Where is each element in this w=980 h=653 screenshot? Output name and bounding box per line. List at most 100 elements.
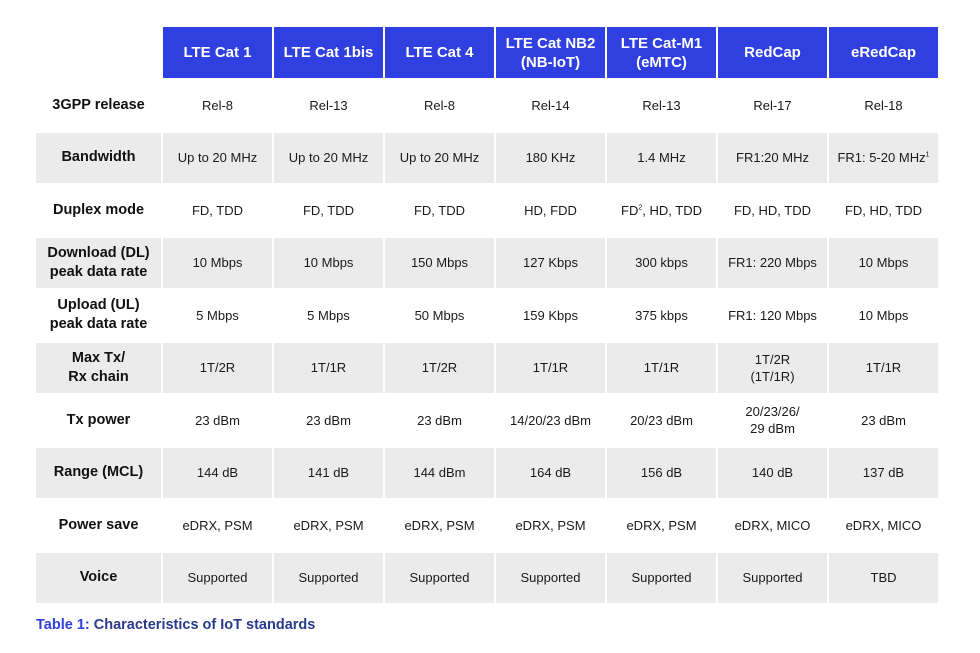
- column-header: LTE Cat 1bis: [274, 27, 383, 78]
- table-cell-value: Rel-13: [309, 97, 348, 113]
- table-cell: eDRX, PSM: [385, 500, 494, 551]
- table-row: Bandwidth Up to 20 MHz Up to 20 MHz Up to 2…: [36, 132, 938, 183]
- column-header-line: LTE Cat 1bis: [283, 44, 374, 61]
- footnote-marker: 2: [638, 204, 643, 212]
- table-cell: FR1:20 MHz: [718, 132, 827, 183]
- table-caption-text: Characteristics of IoT standards: [89, 617, 316, 633]
- table-cell-value: 180 KHz: [525, 150, 576, 166]
- column-header: LTE Cat-M1 (eMTC): [607, 27, 716, 78]
- table-cell: 1T/2R: [163, 342, 272, 393]
- table-cell-value: Up to 20 MHz: [399, 150, 480, 166]
- table-row: Duplex mode FD, TDD FD, TDD FD, TDD HD, FDD F…: [36, 185, 938, 236]
- table-cell-value: FR1:20 MHz: [736, 150, 809, 166]
- table-cell: 150 Mbps: [385, 237, 494, 288]
- row-label-line: 3GPP release: [52, 96, 145, 113]
- table-cell-value: Rel-13: [642, 97, 681, 113]
- table-cell: Rel-17: [718, 80, 827, 131]
- table-cell: eDRX, PSM: [163, 500, 272, 551]
- table-cell-value: FD, TDD: [302, 202, 355, 218]
- table-cell-value: Rel-14: [531, 97, 570, 113]
- table-cell-value: Supported: [742, 570, 803, 586]
- table-header-row: LTE Cat 1 LTE Cat 1bis LTE Cat 4 LTE Cat…: [36, 27, 938, 78]
- table-cell-value: 300 kbps: [635, 255, 688, 271]
- column-header-line: (eMTC): [636, 53, 687, 71]
- table-cell: eDRX, PSM: [496, 500, 605, 551]
- table-cell-value: Rel-17: [753, 97, 792, 113]
- table-cell: HD, FDD: [496, 185, 605, 236]
- table-cell-value: 5 Mbps: [307, 307, 350, 323]
- table-cell-value: 150 Mbps: [410, 255, 469, 271]
- table-cell-value-suffix: , HD, TDD: [642, 202, 702, 218]
- iot-standards-table-container: LTE Cat 1 LTE Cat 1bis LTE Cat 4 LTE Cat…: [36, 25, 938, 605]
- table-cell: Supported: [496, 552, 605, 603]
- table-cell-value: Rel-18: [864, 97, 903, 113]
- table-cell-value: 1T/1R: [310, 360, 347, 376]
- column-header-line: (NB-IoT): [520, 53, 581, 71]
- table-cell-value: 137 dB: [862, 465, 905, 481]
- row-label: Power save: [36, 500, 161, 551]
- table-row: Tx power 23 dBm 23 dBm 23 dBm 14/20/23 dBm 20…: [36, 395, 938, 446]
- table-cell-value: 1T/1R: [643, 360, 680, 376]
- table-cell-value: 23 dBm: [417, 412, 462, 428]
- table-cell: 180 KHz: [496, 132, 605, 183]
- table-cell: Rel-8: [163, 80, 272, 131]
- table-cell: FD, HD, TDD: [829, 185, 938, 236]
- table-cell: FD, TDD: [385, 185, 494, 236]
- table-cell: 10 Mbps: [163, 237, 272, 288]
- table-cell: Rel-18: [829, 80, 938, 131]
- column-header: eRedCap: [829, 27, 938, 78]
- table-cell-value: 140 dB: [751, 465, 794, 481]
- table-cell-value: eDRX, MICO: [734, 517, 811, 533]
- row-label-line: Max Tx/: [71, 349, 126, 366]
- table-cell: eDRX, MICO: [829, 500, 938, 551]
- table-cell-value: Supported: [187, 570, 248, 586]
- table-cell-value: FR1: 120 Mbps: [728, 307, 817, 323]
- table-cell: eDRX, PSM: [274, 500, 383, 551]
- table-cell: 23 dBm: [163, 395, 272, 446]
- table-cell: eDRX, PSM: [607, 500, 716, 551]
- table-cell-value: 10 Mbps: [858, 307, 909, 323]
- table-cell-value: 10 Mbps: [192, 255, 243, 271]
- column-header-line: LTE Cat NB2: [505, 34, 596, 52]
- table-cell-value: 1T/1R: [865, 360, 902, 376]
- table-cell: 1T/2R (1T/1R): [718, 342, 827, 393]
- table-cell-value: FR1: 5-20 MHz: [837, 150, 926, 166]
- table-cell-value: FR1: 220 Mbps: [728, 255, 817, 271]
- table-cell: 10 Mbps: [829, 290, 938, 341]
- table-cell: 20/23 dBm: [607, 395, 716, 446]
- table-cell-value: 23 dBm: [861, 412, 906, 428]
- table-cell-value: 5 Mbps: [196, 307, 239, 323]
- table-cell: 156 dB: [607, 447, 716, 498]
- table-cell-value: 20/23/26/: [745, 404, 800, 420]
- column-header-line: LTE Cat-M1: [620, 34, 703, 52]
- row-label-line: peak data rate: [49, 316, 148, 333]
- table-cell: Rel-13: [274, 80, 383, 131]
- table-cell-value: 144 dBm: [413, 465, 466, 481]
- table-row: Range (MCL) 144 dB 141 dB 144 dBm 164 dB 156 …: [36, 447, 938, 498]
- column-header-line: eRedCap: [850, 44, 917, 61]
- table-cell: 23 dBm: [274, 395, 383, 446]
- table-cell-value: TBD: [870, 570, 897, 586]
- table-cell: 10 Mbps: [274, 237, 383, 288]
- table-row: 3GPP release Rel-8 Rel-13 Rel-8 Rel-14 Rel-13…: [36, 80, 938, 131]
- row-label: 3GPP release: [36, 80, 161, 131]
- table-row: Voice Supported Supported Supported Supporte…: [36, 552, 938, 603]
- table-cell: 5 Mbps: [163, 290, 272, 341]
- table-cell: 50 Mbps: [385, 290, 494, 341]
- table-cell: 10 Mbps: [829, 237, 938, 288]
- table-cell: FD, TDD: [163, 185, 272, 236]
- column-header-line: LTE Cat 1: [183, 44, 252, 61]
- table-cell: 23 dBm: [385, 395, 494, 446]
- row-label-line: Voice: [79, 569, 118, 586]
- table-cell: 1T/1R: [274, 342, 383, 393]
- table-cell: 144 dBm: [385, 447, 494, 498]
- table-cell: eDRX, MICO: [718, 500, 827, 551]
- table-cell-value: 1T/2R: [199, 360, 236, 376]
- table-cell-value: 23 dBm: [306, 412, 351, 428]
- table-cell: 5 Mbps: [274, 290, 383, 341]
- table-row: Max Tx/Rx chain 1T/2R 1T/1R 1T/2R 1T/1R 1T/1R…: [36, 342, 938, 393]
- table-cell-value: Rel-8: [423, 97, 456, 113]
- table-cell-value: 164 dB: [529, 465, 572, 481]
- table-cell: 375 kbps: [607, 290, 716, 341]
- table-cell: Up to 20 MHz: [163, 132, 272, 183]
